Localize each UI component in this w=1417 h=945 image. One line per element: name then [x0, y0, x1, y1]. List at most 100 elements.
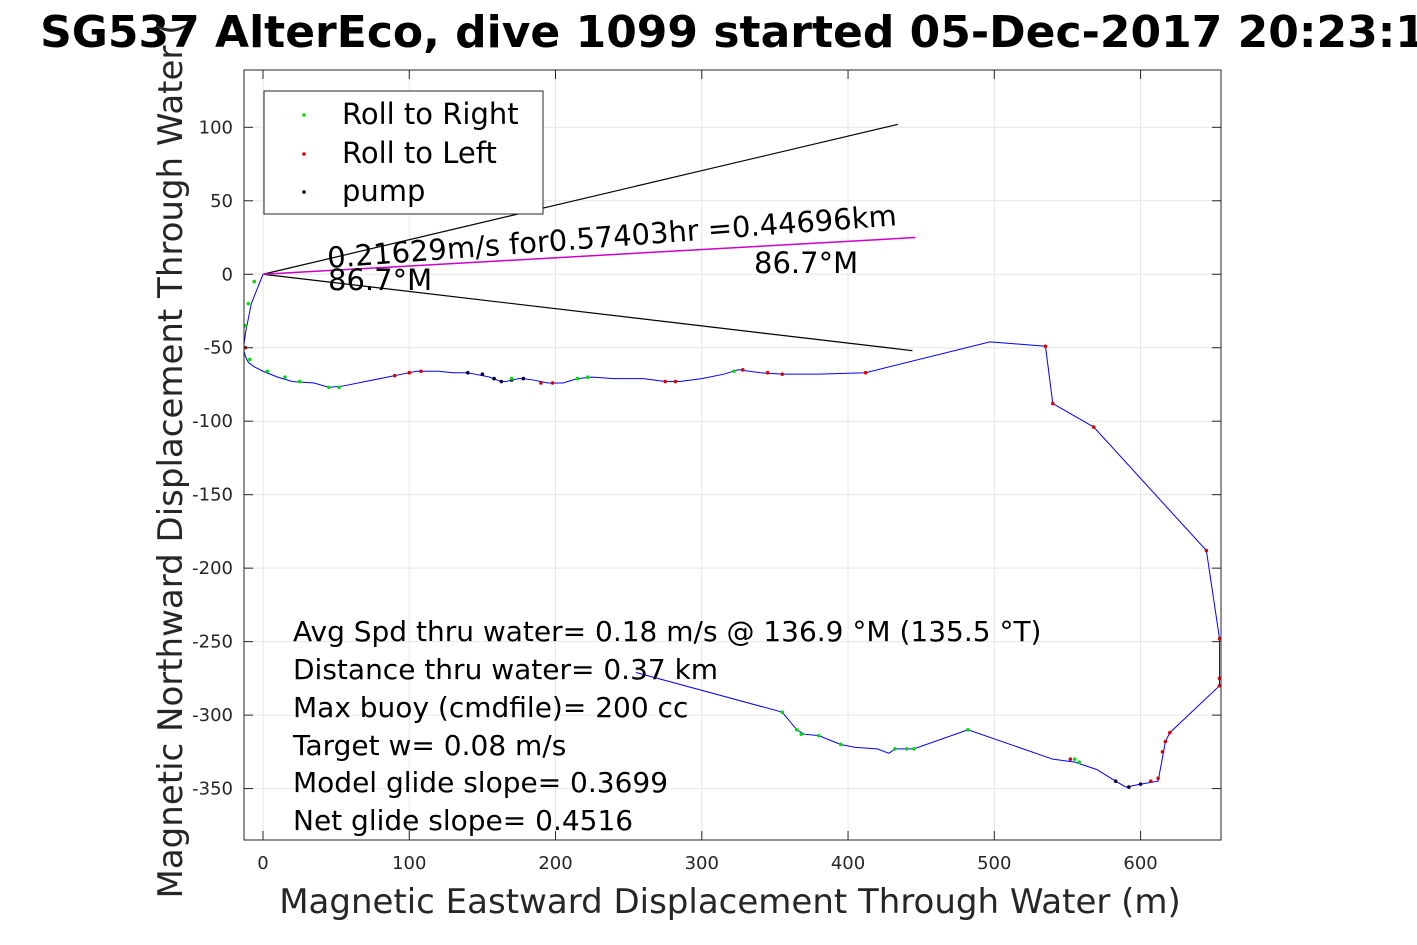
marker-right [816, 733, 821, 738]
marker-right [904, 747, 909, 751]
marker-right [838, 742, 843, 747]
x-tick-label: 400 [831, 853, 865, 874]
marker-left [1217, 636, 1222, 641]
y-tick-label: 50 [210, 191, 233, 212]
marker-right [248, 357, 252, 362]
marker-right [585, 375, 590, 379]
marker-right [243, 323, 248, 328]
marker-right [799, 732, 804, 736]
marker-right [509, 376, 514, 381]
marker-right [327, 385, 331, 390]
marker-right [966, 727, 970, 732]
x-axis-title: Magnetic Eastward Displacement Through W… [279, 882, 1181, 922]
marker-right [575, 376, 580, 381]
y-tick-label: -250 [192, 632, 233, 653]
legend-marker-pump [302, 190, 306, 194]
current-heading-label-right: 86.7°M [754, 246, 858, 280]
marker-left [419, 369, 423, 374]
stat-net-glide-slope: Net glide slope= 0.4516 [293, 804, 633, 837]
marker-left [1160, 750, 1165, 754]
marker-pump [1113, 779, 1118, 784]
legend-label-roll-left: Roll to Left [342, 136, 497, 170]
marker-right [265, 369, 270, 374]
marker-pump [1138, 782, 1143, 786]
marker-left [1217, 676, 1222, 681]
tick-labels: 0 100 200 300 400 500 600100500-50-100-150-200… [192, 70, 1221, 874]
legend: Roll to Right Roll to Left pump [263, 90, 544, 215]
y-tick-label: -50 [204, 338, 233, 359]
marker-left [765, 370, 770, 375]
legend-label-roll-right: Roll to Right [342, 97, 519, 131]
annotation-layer: 0.21629m/s for0.57403hr =0.44696km 86.7°… [292, 198, 1041, 837]
chart-title: SG537 AlterEco, dive 1099 started 05-Dec… [40, 7, 1417, 58]
marker-right [1072, 757, 1077, 761]
marker-left [539, 381, 543, 385]
marker-left [1091, 425, 1096, 429]
marker-pump [492, 376, 496, 381]
y-tick-label: 100 [199, 117, 233, 138]
marker-right [297, 379, 302, 384]
marker-right [246, 301, 251, 306]
marker-right [780, 710, 785, 714]
legend-label-pump: pump [342, 174, 425, 208]
stat-model-glide-slope: Model glide slope= 0.3699 [293, 766, 668, 799]
marker-pump [499, 379, 504, 384]
marker-pump [521, 376, 526, 381]
marker-left [1217, 683, 1222, 688]
y-tick-label: -200 [192, 558, 233, 579]
marker-right [1077, 760, 1081, 764]
marker-right [252, 279, 257, 284]
stat-max-buoy: Max buoy (cmdfile)= 200 cc [293, 691, 688, 724]
marker-right [795, 727, 799, 732]
marker-left [863, 370, 868, 375]
current-cone-line [262, 273, 913, 352]
x-tick-label: 300 [685, 853, 719, 874]
marker-right [893, 747, 897, 751]
marker-left [407, 370, 412, 375]
marker-left [1156, 776, 1160, 781]
marker-right [912, 747, 916, 751]
stat-distance: Distance thru water= 0.37 km [293, 653, 718, 686]
marker-left [1148, 779, 1153, 784]
glider-track-line [243, 274, 1221, 788]
marker-pump [1127, 785, 1131, 789]
y-tick-label: -100 [192, 411, 233, 432]
marker-right [732, 369, 736, 374]
stats-block: Avg Spd thru water= 0.18 m/s @ 136.9 °M … [292, 615, 1041, 837]
marker-left [550, 381, 555, 385]
marker-left [1068, 757, 1073, 761]
plot-frame [243, 69, 1222, 841]
marker-right [283, 375, 287, 379]
marker-left [1043, 344, 1048, 349]
x-tick-label: 0 [257, 853, 268, 874]
stat-avg-speed: Avg Spd thru water= 0.18 m/s @ 136.9 °M … [293, 615, 1041, 648]
legend-marker-roll-right [302, 113, 306, 117]
x-tick-label: 500 [977, 853, 1011, 874]
marker-left [1051, 401, 1055, 406]
marker-left [1204, 548, 1209, 553]
marker-right [337, 385, 341, 390]
marker-left [663, 379, 668, 384]
y-tick-label: 0 [222, 264, 233, 285]
current-heading-label-left: 86.7°M [328, 263, 432, 297]
marker-left [1163, 739, 1168, 744]
x-tick-label: 100 [392, 853, 426, 874]
marker-pump [480, 372, 485, 376]
current-cone-line [262, 123, 898, 275]
y-axis-title: Magnetic Northward Displacement Through … [151, 22, 191, 899]
x-tick-label: 200 [538, 853, 572, 874]
marker-left [392, 373, 397, 378]
grid [244, 70, 1221, 840]
y-tick-label: -300 [192, 705, 233, 726]
y-tick-label: -150 [192, 485, 233, 506]
y-tick-label: -350 [192, 779, 233, 800]
marker-left [740, 367, 745, 372]
marker-left [780, 372, 785, 376]
marker-left [673, 379, 678, 384]
marker-pump [465, 370, 470, 375]
legend-box [263, 90, 544, 215]
x-tick-label: 600 [1123, 853, 1157, 874]
legend-marker-roll-left [302, 152, 306, 156]
stat-target-w: Target w= 0.08 m/s [292, 729, 566, 762]
